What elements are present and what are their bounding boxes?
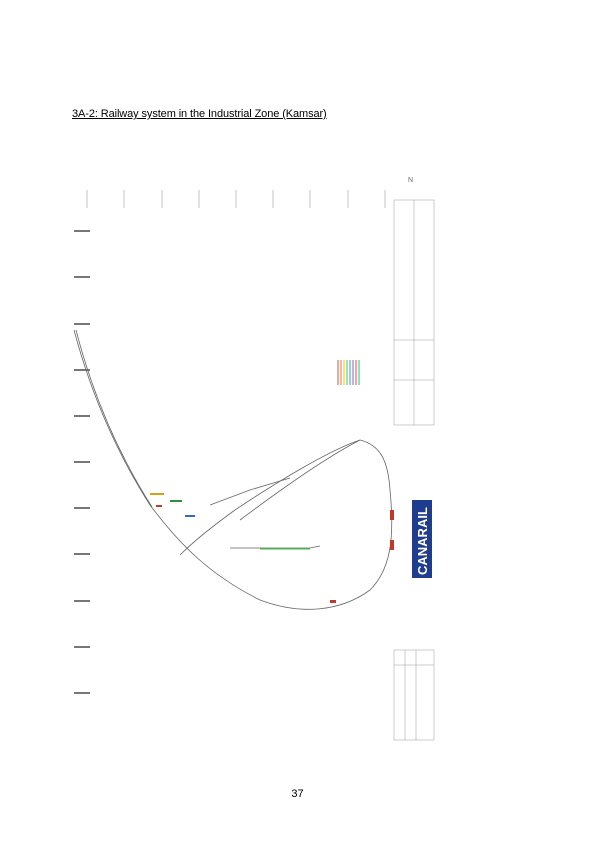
page-number: 37	[291, 788, 304, 800]
section-title: 3A-2: Railway system in the Industrial Z…	[72, 108, 327, 120]
legend	[337, 360, 360, 385]
railway-tracks	[73, 329, 393, 610]
north-marker: N	[408, 177, 413, 184]
title-block	[393, 199, 435, 741]
logo-text: CANARAIL	[415, 507, 430, 575]
canarail-logo: CANARAIL	[412, 500, 432, 578]
railway-drawing: N	[73, 177, 435, 741]
grid-ticks-top	[86, 190, 386, 208]
track-features	[150, 493, 394, 603]
grid-ticks-left	[74, 230, 90, 694]
